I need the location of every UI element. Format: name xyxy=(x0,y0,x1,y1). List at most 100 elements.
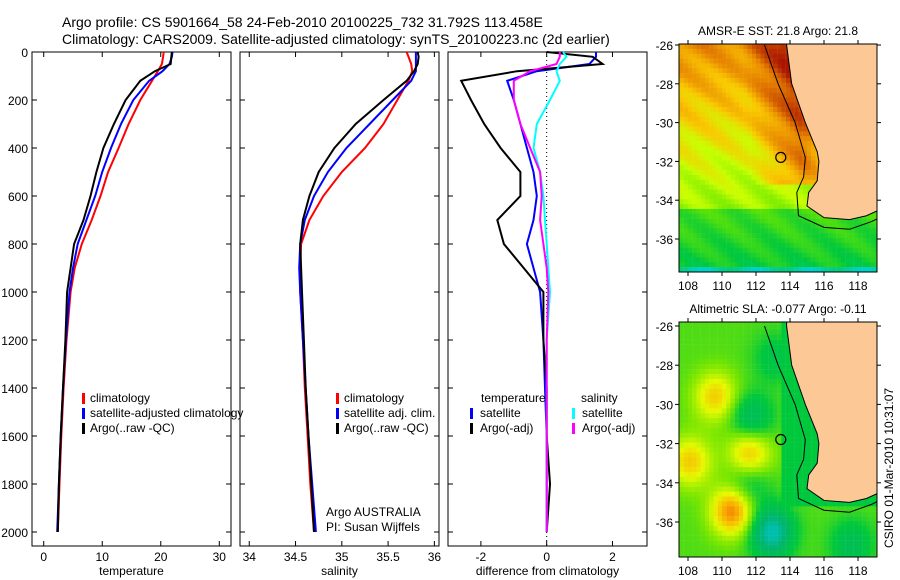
map-cell xyxy=(743,145,748,151)
map-cell xyxy=(700,262,706,268)
map-cell xyxy=(739,457,744,463)
map-cell xyxy=(773,329,778,336)
map-cell xyxy=(751,535,757,541)
map-cell xyxy=(773,550,778,556)
map-cell xyxy=(700,63,706,69)
map-cell xyxy=(879,117,883,122)
map-cell xyxy=(692,452,697,458)
map-cell xyxy=(700,53,706,59)
map-cell xyxy=(713,194,718,200)
map-cell xyxy=(713,213,718,219)
map-cell xyxy=(688,427,693,434)
map-cell xyxy=(773,432,778,438)
map-cell xyxy=(781,87,786,93)
map-cell xyxy=(764,247,769,253)
map-cell xyxy=(773,247,778,253)
map-cell xyxy=(884,180,888,185)
map-cell xyxy=(743,393,748,399)
map-cell xyxy=(768,247,774,253)
map-cell xyxy=(777,535,782,541)
map-cell xyxy=(790,150,795,156)
map-cell xyxy=(709,141,714,147)
map-cell xyxy=(828,530,833,536)
map-cell xyxy=(790,267,795,272)
map-cell xyxy=(705,344,710,350)
map-cell xyxy=(700,213,706,219)
map-cell xyxy=(747,107,752,113)
map-cell xyxy=(773,68,778,74)
map-cell xyxy=(807,208,812,215)
map-cell xyxy=(841,560,845,565)
map-cell xyxy=(739,374,744,380)
map-cell xyxy=(866,257,871,263)
map-cell xyxy=(836,228,842,234)
map-cell xyxy=(815,535,820,541)
map-cell xyxy=(751,44,757,50)
map-cell xyxy=(709,486,714,492)
map-cell xyxy=(756,247,761,253)
map-cell xyxy=(756,427,761,434)
map-cell xyxy=(734,189,740,195)
map-cell xyxy=(713,540,718,546)
map-cell xyxy=(679,204,684,210)
map-cell xyxy=(836,501,842,507)
map-cell xyxy=(785,423,791,429)
map-cell xyxy=(747,398,752,404)
map-cell xyxy=(722,223,727,229)
map-cell xyxy=(688,322,693,326)
map-cell xyxy=(768,82,774,88)
map-cell xyxy=(760,242,765,248)
map-cell xyxy=(777,179,782,185)
map-cell xyxy=(811,550,816,556)
map-cell xyxy=(701,560,705,565)
map-cell xyxy=(700,462,706,468)
map-cell xyxy=(734,44,740,50)
map-cell xyxy=(747,87,752,93)
map-cell xyxy=(773,359,778,365)
map-cell xyxy=(790,136,795,142)
map-cell xyxy=(688,383,693,389)
map-cell xyxy=(734,111,740,118)
map-cell xyxy=(773,136,778,142)
map-cell xyxy=(679,506,684,512)
map-cell xyxy=(709,496,714,502)
map-cell xyxy=(679,150,684,156)
map-cell xyxy=(802,271,808,272)
map-cell xyxy=(747,102,752,108)
map-cell xyxy=(781,238,786,244)
map-cell xyxy=(709,160,714,166)
map-cell xyxy=(802,525,808,532)
map-cell xyxy=(688,349,693,355)
map-cell xyxy=(858,228,863,234)
map-cell xyxy=(824,233,829,239)
map-cell xyxy=(777,467,782,473)
map-cell xyxy=(764,521,769,527)
map-cell xyxy=(700,174,706,181)
map-cell xyxy=(747,126,752,132)
map-cell xyxy=(739,501,744,507)
map-cell xyxy=(875,213,877,219)
map-cell xyxy=(777,238,782,244)
map-cell xyxy=(756,218,761,224)
map-cell xyxy=(700,150,706,156)
map-cell xyxy=(769,277,773,282)
map-cell xyxy=(739,496,744,502)
map-cell xyxy=(781,92,786,98)
map-cell xyxy=(751,491,757,497)
map-cell xyxy=(722,262,727,268)
map-cell xyxy=(768,472,774,478)
map-cell xyxy=(785,408,791,414)
map-cell xyxy=(790,388,795,394)
map-cell xyxy=(798,437,803,443)
map-cell xyxy=(764,136,769,142)
map-cell xyxy=(764,63,769,69)
map-cell xyxy=(739,329,744,336)
map-cell xyxy=(734,87,740,93)
map-cell xyxy=(743,155,748,161)
map-cell xyxy=(709,418,714,424)
map-cell xyxy=(709,228,714,234)
map-cell xyxy=(768,213,774,219)
map-cell xyxy=(709,218,714,224)
map-cell xyxy=(781,170,786,176)
map-cell xyxy=(790,423,795,429)
